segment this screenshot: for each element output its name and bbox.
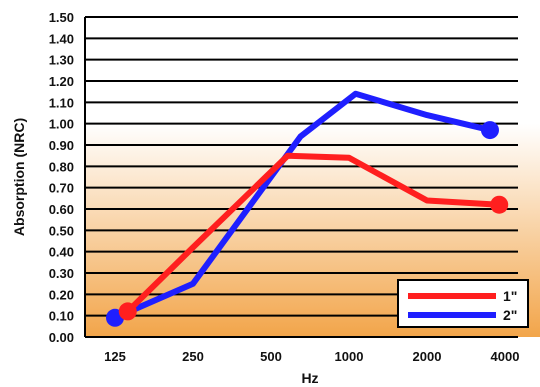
y-tick-label: 1.10 [49,95,74,110]
legend-label: 2" [503,307,517,323]
y-tick-label: 0.10 [49,309,74,324]
y-tick-label: 1.30 [49,53,74,68]
y-tick-label: 0.20 [49,287,74,302]
data-point [118,302,137,321]
series-lines [106,90,509,327]
legend-label: 1" [503,288,517,304]
y-axis-title: Absorption (NRC) [11,118,27,236]
y-tick-label: 0.70 [49,181,74,196]
x-tick-label: 4000 [491,349,520,364]
y-tick-label: 1.50 [49,10,74,25]
x-tick-label: 125 [104,349,126,364]
x-axis-title: Hz [301,370,318,386]
y-tick-label: 0.30 [49,266,74,281]
x-tick-label: 2000 [413,349,442,364]
grid-lines [84,16,518,338]
y-tick-label: 1.20 [49,74,74,89]
y-tick-label: 1.40 [49,31,74,46]
y-tick-label: 0.90 [49,138,74,153]
x-tick-label: 1000 [335,349,364,364]
data-point [480,121,499,140]
y-tick-label: 0.60 [49,202,74,217]
y-tick-label: 1.00 [49,117,74,132]
y-tick-label: 0.50 [49,223,74,238]
y-tick-label: 0.80 [49,159,74,174]
legend-box [397,279,529,328]
plot-background-upper [85,17,540,124]
y-tick-label: 0.00 [49,330,74,345]
y-tick-labels: 0.00 0.10 0.20 0.30 0.40 0.50 0.60 0.70 0.80 0.90… [49,10,74,345]
series-line-0 [124,152,503,315]
series-line-1 [112,90,493,321]
y-tick-label: 0.40 [49,245,74,260]
legend: 1"2" [397,279,529,328]
x-tick-label: 500 [260,349,282,364]
x-tick-label: 250 [182,349,204,364]
data-point [490,195,509,214]
x-tick-labels: 125 250 500 1000 2000 4000 [104,349,519,364]
